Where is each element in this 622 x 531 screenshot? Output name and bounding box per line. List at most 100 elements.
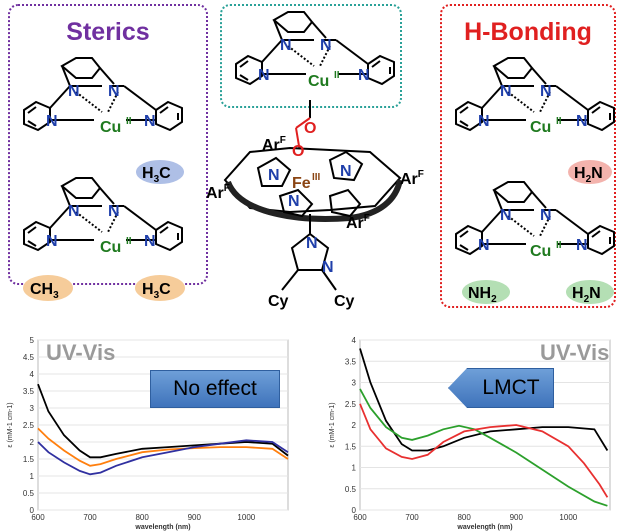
cu-oxidation-label: II: [556, 116, 562, 127]
x-tick-label: 1000: [237, 513, 255, 522]
n-label: N: [306, 235, 318, 252]
y-tick-label: 5: [30, 336, 35, 345]
y-tick-label: 4: [352, 336, 357, 345]
x-axis-label: wavelength (nm): [456, 524, 512, 531]
arf-label-left: ArF: [206, 183, 230, 202]
sterics-panel: Sterics: [8, 4, 208, 285]
x-tick-label: 900: [510, 513, 524, 522]
y-tick-label: 1: [30, 472, 35, 481]
y-axis-label: ε (mM-1 cm-1): [7, 402, 14, 447]
h2n-bubble-bottom: [566, 280, 614, 304]
uv-vis-label-left: UV-Vis: [46, 340, 116, 365]
y-tick-label: 2: [352, 421, 357, 430]
cu-oxidation-label: II: [126, 116, 132, 127]
n-label: N: [320, 37, 332, 54]
cu-label: Cu: [530, 243, 551, 260]
y-tick-label: 3: [30, 404, 35, 413]
no-effect-callout: No effect: [150, 370, 280, 408]
o-label: O: [304, 120, 316, 137]
n-label: N: [322, 259, 334, 276]
y-tick-label: 0.5: [345, 485, 357, 494]
n-label: N: [540, 83, 552, 100]
porphyrin-fe: [223, 100, 403, 291]
h2n-label: H2N: [574, 165, 603, 185]
uv-vis-chart-right: 0 0.5 1 1.5 2 2.5 3 3.5 4 600 700 800 900 1000 wavelen…: [329, 336, 611, 531]
h3c-bubble-bottom: [135, 275, 185, 301]
n-label: N: [258, 67, 270, 84]
n-label: N: [46, 113, 58, 130]
y-tick-label: 2: [30, 438, 35, 447]
n-label: N: [108, 83, 120, 100]
h3c-bubble-top: [136, 160, 184, 184]
series-line: [37, 439, 289, 476]
n-label: N: [478, 113, 490, 130]
n-label: N: [576, 113, 588, 130]
n-label: N: [576, 237, 588, 254]
h3c-label: H3C: [142, 165, 171, 185]
cu-label: Cu: [100, 239, 121, 256]
fe-label: Fe: [292, 175, 311, 192]
hbonding-panel: H-Bonding: [440, 4, 616, 308]
n-label: N: [500, 83, 512, 100]
x-tick-label: 700: [405, 513, 419, 522]
series-line: [359, 388, 608, 507]
x-axis-label: wavelength (nm): [134, 524, 190, 531]
arf-label-right: ArF: [400, 169, 424, 188]
x-tick-label: 700: [83, 513, 97, 522]
cy-label-right: Cy: [334, 293, 355, 310]
cu-label: Cu: [308, 73, 329, 90]
arf-label-bottom: ArF: [346, 213, 370, 232]
uv-vis-chart-left: 0 0.5 1 1.5 2 2.5 3 3.5 4 4.5 5 600 700 800 900 1000 wav…: [7, 336, 289, 531]
cy-label-left: Cy: [268, 293, 289, 310]
n-label: N: [68, 83, 80, 100]
x-tick-label: 900: [188, 513, 202, 522]
structures-drawing: N N N N Cu II N N N N Cu II N N N N Cu I…: [23, 11, 615, 310]
series-line: [37, 427, 289, 467]
x-tick-label: 800: [135, 513, 149, 522]
n-label: N: [358, 67, 370, 84]
h2n-label: H2N: [572, 285, 601, 305]
cu-oxidation-label: II: [334, 70, 340, 81]
n-label: N: [108, 203, 120, 220]
y-tick-label: 0: [30, 506, 35, 515]
y-tick-label: 1.5: [23, 455, 35, 464]
ch3-label: CH3: [30, 281, 59, 301]
n-label: N: [288, 193, 300, 210]
y-axis-label: ε (mM-1 cm-1): [329, 402, 336, 447]
n-label: N: [68, 203, 80, 220]
n-label: N: [340, 163, 352, 180]
n-label: N: [268, 167, 280, 184]
series-line: [37, 383, 289, 459]
n-label: N: [46, 233, 58, 250]
y-tick-label: 3: [352, 379, 357, 388]
y-tick-label: 0: [352, 506, 357, 515]
cu-oxidation-label: II: [126, 236, 132, 247]
y-tick-label: 3.5: [345, 357, 357, 366]
x-tick-label: 800: [457, 513, 471, 522]
x-tick-label: 600: [353, 513, 367, 522]
n-label: N: [540, 207, 552, 224]
h3c-label: H3C: [142, 281, 171, 301]
uv-vis-label-right: UV-Vis: [540, 340, 610, 365]
y-tick-label: 2.5: [345, 400, 357, 409]
y-tick-label: 2.5: [23, 421, 35, 430]
cu-label: Cu: [530, 119, 551, 136]
ch3-bubble: [23, 275, 73, 301]
y-tick-label: 4: [30, 370, 35, 379]
nh2-label: NH2: [468, 285, 497, 305]
h2n-bubble-top: [568, 160, 612, 184]
n-label: N: [478, 237, 490, 254]
x-tick-label: 1000: [559, 513, 577, 522]
y-tick-label: 3.5: [23, 387, 35, 396]
series-line: [359, 403, 609, 498]
o-label: O: [292, 143, 304, 160]
y-tick-label: 1.5: [345, 442, 357, 451]
n-label: N: [280, 37, 292, 54]
arf-label-top: ArF: [262, 135, 286, 154]
cu-label: Cu: [100, 119, 121, 136]
n-label: N: [144, 113, 156, 130]
nh2-bubble: [462, 280, 510, 304]
sterics-title: Sterics: [66, 18, 150, 46]
y-tick-label: 1: [352, 464, 357, 473]
lmct-arrow-callout: LMCT: [448, 368, 554, 408]
